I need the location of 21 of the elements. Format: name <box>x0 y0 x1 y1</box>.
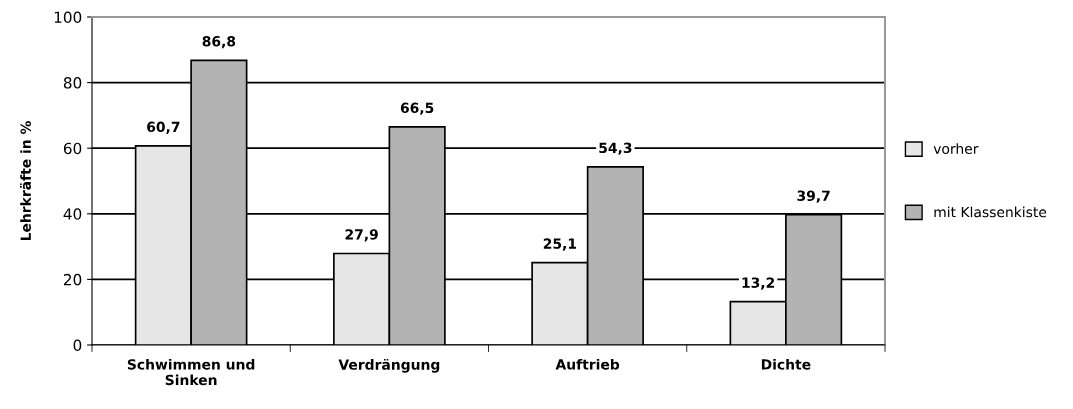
y-tick-label: 0 <box>73 339 82 352</box>
data-label: 66,5 <box>400 102 434 115</box>
data-label: 54,3 <box>599 142 632 155</box>
y-axis-title: Lehrkräfte in % <box>20 121 31 241</box>
x-tick-label: Auftrieb <box>555 358 620 370</box>
legend-label: vorher <box>933 143 979 154</box>
y-tick-label: 100 <box>54 11 82 24</box>
data-label: 25,1 <box>543 238 577 251</box>
data-label: 86,8 <box>202 35 236 49</box>
data-label: 27,9 <box>345 229 378 242</box>
data-label: 39,7 <box>797 190 830 203</box>
x-tick-label: Dichte <box>761 358 811 370</box>
legend-label: mit Klassenkiste <box>934 206 1047 218</box>
data-label: 13,2 <box>742 277 775 290</box>
y-tick-label: 60 <box>63 142 82 155</box>
x-tick-label: Verdrängung <box>338 358 440 373</box>
y-tick-label: 80 <box>63 77 82 89</box>
data-label: 60,7 <box>147 121 180 134</box>
y-tick-label: 40 <box>63 208 82 220</box>
y-tick-label: 20 <box>63 273 82 286</box>
x-tick-label: Schwimmen und Sinken <box>127 358 255 386</box>
